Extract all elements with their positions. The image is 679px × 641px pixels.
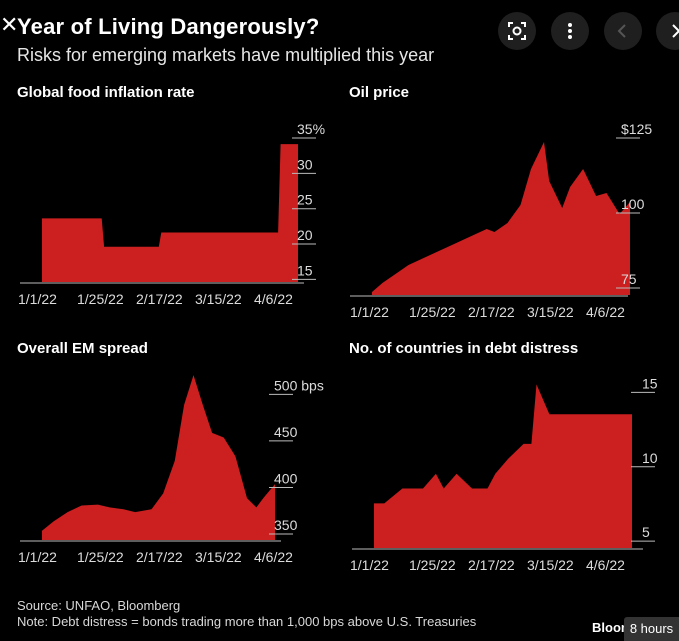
y-tick-label: 30 (297, 156, 313, 172)
area-series (374, 384, 632, 548)
x-tick-label: 4/6/22 (254, 291, 293, 307)
x-tick-label: 2/17/22 (136, 291, 183, 307)
source-note: Source: UNFAO, Bloomberg (17, 598, 181, 613)
debt-distress-chart: 5 10 15 1/1/22 1/25/22 2/17/22 3/15/22 4/6/22 (350, 375, 658, 573)
chart-subtitle: Risks for emerging markets have multipli… (17, 45, 435, 65)
area-series (42, 144, 298, 282)
x-tick-label: 1/1/22 (350, 304, 389, 320)
y-tick-label: 25 (297, 192, 313, 208)
chevron-left-icon (617, 24, 626, 38)
more-vert-icon (568, 23, 572, 39)
x-tick-label: 1/25/22 (77, 549, 124, 565)
x-tick-label: 2/17/22 (468, 304, 515, 320)
em-spread-chart: 350 400 450 500 bps 1/1/22 1/25/22 2/17/22 3/15… (18, 375, 324, 565)
x-tick-label: 1/25/22 (77, 291, 124, 307)
y-tick-label: 15 (642, 375, 658, 391)
y-tick-label: 20 (297, 227, 313, 243)
next-button[interactable] (656, 12, 679, 50)
x-tick-label: 1/1/22 (18, 549, 57, 565)
x-tick-label: 1/25/22 (409, 304, 456, 320)
close-icon[interactable]: ✕ (0, 12, 19, 37)
y-tick-label: $125 (621, 121, 652, 137)
debt-distress-note: Note: Debt distress = bonds trading more… (17, 614, 477, 629)
y-tick-label: 100 (621, 196, 645, 212)
food-inflation-chart: 15 20 25 30 35% 1/1/22 1/25/22 2/17/22 3/15/22 4/… (18, 121, 325, 307)
x-tick-label: 1/1/22 (18, 291, 57, 307)
x-tick-label: 3/15/22 (195, 291, 242, 307)
area-series (42, 375, 275, 540)
panel-title-food-inflation: Global food inflation rate (17, 84, 195, 101)
x-tick-label: 1/1/22 (350, 557, 389, 573)
time-badge: 8 hours (624, 617, 679, 641)
lens-button[interactable] (498, 12, 536, 50)
lens-icon (508, 22, 526, 40)
prev-button[interactable] (604, 12, 642, 50)
chevron-right-icon (672, 24, 679, 38)
y-tick-label: 10 (642, 450, 658, 466)
panel-title-oil-price: Oil price (349, 84, 410, 101)
panel-title-em-spread: Overall EM spread (17, 340, 148, 357)
panel-title-debt-distress: No. of countries in debt distress (349, 340, 579, 357)
y-tick-label: 75 (621, 271, 637, 287)
y-tick-label: 15 (297, 262, 313, 278)
y-tick-label: 450 (274, 424, 298, 440)
x-tick-label: 4/6/22 (586, 304, 625, 320)
more-options-button[interactable] (551, 12, 589, 50)
brand-logo: Bloom (592, 620, 633, 635)
y-tick-label: 350 (274, 517, 298, 533)
chart-title: Year of Living Dangerously? (17, 14, 320, 39)
area-series (372, 142, 630, 295)
y-tick-label: 35% (297, 121, 325, 137)
x-tick-label: 4/6/22 (254, 549, 293, 565)
y-tick-label: 500 bps (274, 377, 324, 393)
y-tick-label: 400 (274, 470, 298, 486)
y-tick-label: 5 (642, 524, 650, 540)
x-tick-label: 2/17/22 (468, 557, 515, 573)
x-tick-label: 3/15/22 (195, 549, 242, 565)
x-tick-label: 1/25/22 (409, 557, 456, 573)
x-tick-label: 3/15/22 (527, 557, 574, 573)
x-tick-label: 3/15/22 (527, 304, 574, 320)
x-tick-label: 4/6/22 (586, 557, 625, 573)
x-tick-label: 2/17/22 (136, 549, 183, 565)
oil-price-chart: 75 100 $125 1/1/22 1/25/22 2/17/22 3/15/22 4/6/… (350, 121, 652, 320)
